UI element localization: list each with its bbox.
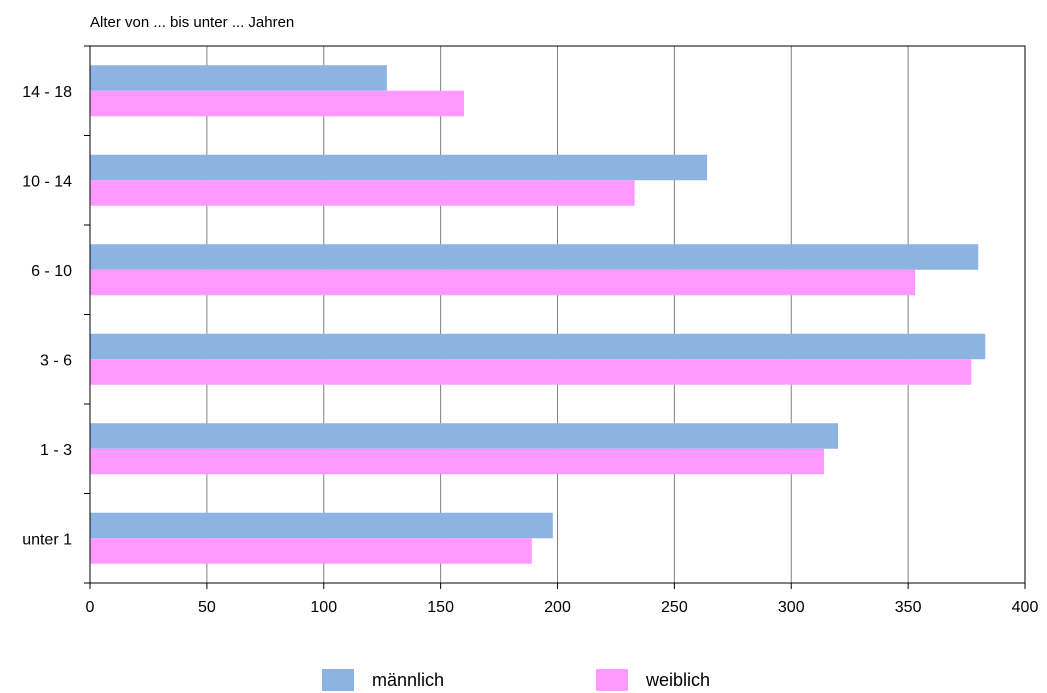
bar-maennlich <box>90 244 979 270</box>
bar-maennlich <box>90 333 986 360</box>
bar-weiblich <box>90 90 464 117</box>
bar-maennlich <box>90 423 838 449</box>
bar-weiblich <box>90 269 916 296</box>
grid-lines <box>206 46 909 583</box>
y-tick-label: 3 - 6 <box>40 352 72 369</box>
y-tick-label: 6 - 10 <box>31 263 72 280</box>
axis-title: Alter von ... bis unter ... Jahren <box>90 14 294 31</box>
bars <box>90 65 986 564</box>
x-tick-label: 100 <box>310 599 337 616</box>
bar-weiblich <box>90 359 972 385</box>
bar-weiblich <box>90 538 532 564</box>
x-tick-label: 150 <box>427 599 454 616</box>
x-tick-label: 350 <box>895 599 922 616</box>
y-tick-label: 14 - 18 <box>22 84 72 101</box>
x-tick-label: 400 <box>1012 599 1039 616</box>
x-tick-label: 0 <box>86 599 95 616</box>
bar-maennlich <box>90 512 553 539</box>
legend-label: männlich <box>372 670 444 690</box>
x-tick-label: 300 <box>778 599 805 616</box>
y-tick-label: unter 1 <box>22 531 72 548</box>
bar-weiblich <box>90 448 824 475</box>
bar-maennlich <box>90 154 708 181</box>
legend-label: weiblich <box>645 670 710 690</box>
y-tick-labels: unter 1 1 - 3 3 - 6 6 - 10 10 - 14 14 - 18 <box>22 84 72 549</box>
y-tick-label: 10 - 14 <box>22 173 72 190</box>
x-tick-label: 250 <box>661 599 688 616</box>
bar-weiblich <box>90 180 635 206</box>
y-tick-label: 1 - 3 <box>40 442 72 459</box>
bar-maennlich <box>90 65 387 91</box>
x-tick-labels: 0 50 100 150 200 250 300 350 400 <box>86 599 1039 616</box>
legend-swatch <box>322 669 354 691</box>
legend-swatch <box>596 669 628 691</box>
x-tick-label: 50 <box>198 599 216 616</box>
axes <box>84 45 1026 589</box>
legend: männlich weiblich <box>322 669 710 691</box>
x-tick-label: 200 <box>544 599 571 616</box>
